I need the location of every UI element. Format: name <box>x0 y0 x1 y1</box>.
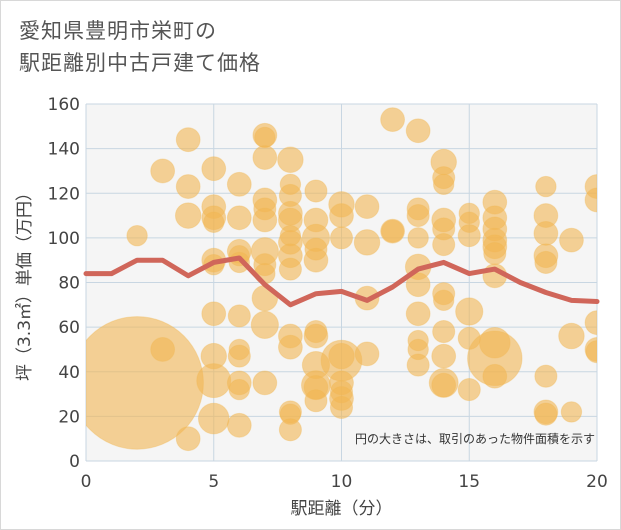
x-tick-label: 10 <box>331 472 353 492</box>
data-bubble <box>380 107 406 133</box>
y-tick-label: 20 <box>58 407 80 427</box>
data-bubble <box>559 227 584 253</box>
data-bubble <box>535 175 557 198</box>
data-bubble <box>227 304 251 328</box>
data-bubble <box>150 337 176 362</box>
data-bubble <box>584 187 597 213</box>
x-tick-labels: 0 5 10 15 20 <box>81 472 608 492</box>
data-bubble <box>431 372 457 398</box>
data-bubble <box>432 233 456 257</box>
data-bubble <box>252 145 278 170</box>
x-tick-label: 15 <box>458 472 480 492</box>
x-tick-label: 20 <box>586 472 608 492</box>
data-bubble <box>329 203 354 228</box>
y-tick-label: 160 <box>48 95 80 115</box>
data-bubble <box>304 389 328 413</box>
data-bubble <box>278 418 302 442</box>
data-bubble <box>329 395 354 420</box>
y-tick-label: 140 <box>48 140 80 160</box>
data-bubble <box>380 218 406 244</box>
data-bubble <box>201 156 227 182</box>
data-bubble <box>254 126 276 149</box>
data-bubble <box>483 241 507 266</box>
data-bubble <box>196 363 232 399</box>
data-bubble <box>303 247 329 273</box>
data-bubble <box>228 378 251 401</box>
data-bubble <box>226 205 252 231</box>
data-bubble <box>533 221 559 246</box>
data-bubble <box>150 158 176 184</box>
data-bubble <box>560 401 583 423</box>
data-bubble <box>197 402 230 435</box>
data-bubble <box>278 257 302 281</box>
data-bubble <box>227 344 251 368</box>
title-line-1: 愛知県豊明市栄町の <box>19 19 217 43</box>
data-bubble <box>431 343 457 369</box>
data-bubble <box>175 174 201 199</box>
data-bubble <box>405 272 431 298</box>
data-bubble <box>455 297 484 326</box>
data-bubble <box>329 226 354 250</box>
data-bubble <box>303 323 329 349</box>
y-tick-label: 100 <box>48 229 80 249</box>
y-tick-label: 0 <box>69 452 80 472</box>
x-axis-label: 駅距離（分） <box>291 499 393 519</box>
data-bubble <box>482 363 508 389</box>
data-bubble <box>354 194 380 220</box>
data-bubble <box>406 204 430 228</box>
data-bubble <box>534 250 558 274</box>
y-tick-label: 80 <box>58 274 80 294</box>
data-bubble <box>558 322 585 350</box>
data-bubble <box>175 127 201 153</box>
y-tick-label: 60 <box>58 318 80 338</box>
data-bubble <box>433 289 455 312</box>
data-bubble <box>304 179 328 203</box>
title-line-2: 駅距離別中古戸建て価格 <box>19 51 261 75</box>
y-tick-label: 120 <box>48 184 80 204</box>
data-bubble <box>203 211 225 233</box>
data-bubble <box>534 402 558 426</box>
x-tick-label: 0 <box>81 472 92 492</box>
data-bubble <box>226 171 252 197</box>
data-bubble <box>175 426 201 452</box>
data-bubble <box>174 202 202 229</box>
data-bubble <box>201 301 227 327</box>
trend-line <box>83 255 600 308</box>
data-bubble <box>584 310 597 336</box>
data-bubble <box>585 340 597 364</box>
data-bubble <box>457 224 481 248</box>
data-bubble <box>250 310 279 339</box>
x-tick-label: 5 <box>208 472 219 492</box>
data-bubble <box>354 341 380 367</box>
data-bubble <box>252 207 278 233</box>
size-note: 円の大きさは、取引のあった物件面積を示す <box>355 431 595 446</box>
data-bubble <box>407 227 429 249</box>
y-tick-label: 40 <box>58 363 80 383</box>
data-bubble <box>252 370 278 396</box>
data-bubble <box>353 229 381 256</box>
data-bubble <box>278 334 303 360</box>
data-bubble <box>126 224 148 247</box>
data-bubble <box>534 364 558 388</box>
y-tick-labels: 0 20 40 60 80 100 120 140 160 <box>48 95 80 472</box>
chart-title: 愛知県豊明市栄町の 駅距離別中古戸建て価格 <box>19 15 261 79</box>
data-bubble <box>433 173 455 196</box>
data-bubble <box>457 378 481 402</box>
data-bubble <box>405 118 431 144</box>
data-bubble <box>405 301 431 327</box>
y-axis-label: 坪（3.3㎡）単価（万円） <box>15 184 35 381</box>
bubbles <box>86 107 597 452</box>
data-bubble <box>226 412 252 438</box>
grid-lines <box>85 103 598 462</box>
data-bubble <box>432 320 456 344</box>
data-bubble <box>277 146 304 174</box>
data-bubble <box>406 353 430 377</box>
